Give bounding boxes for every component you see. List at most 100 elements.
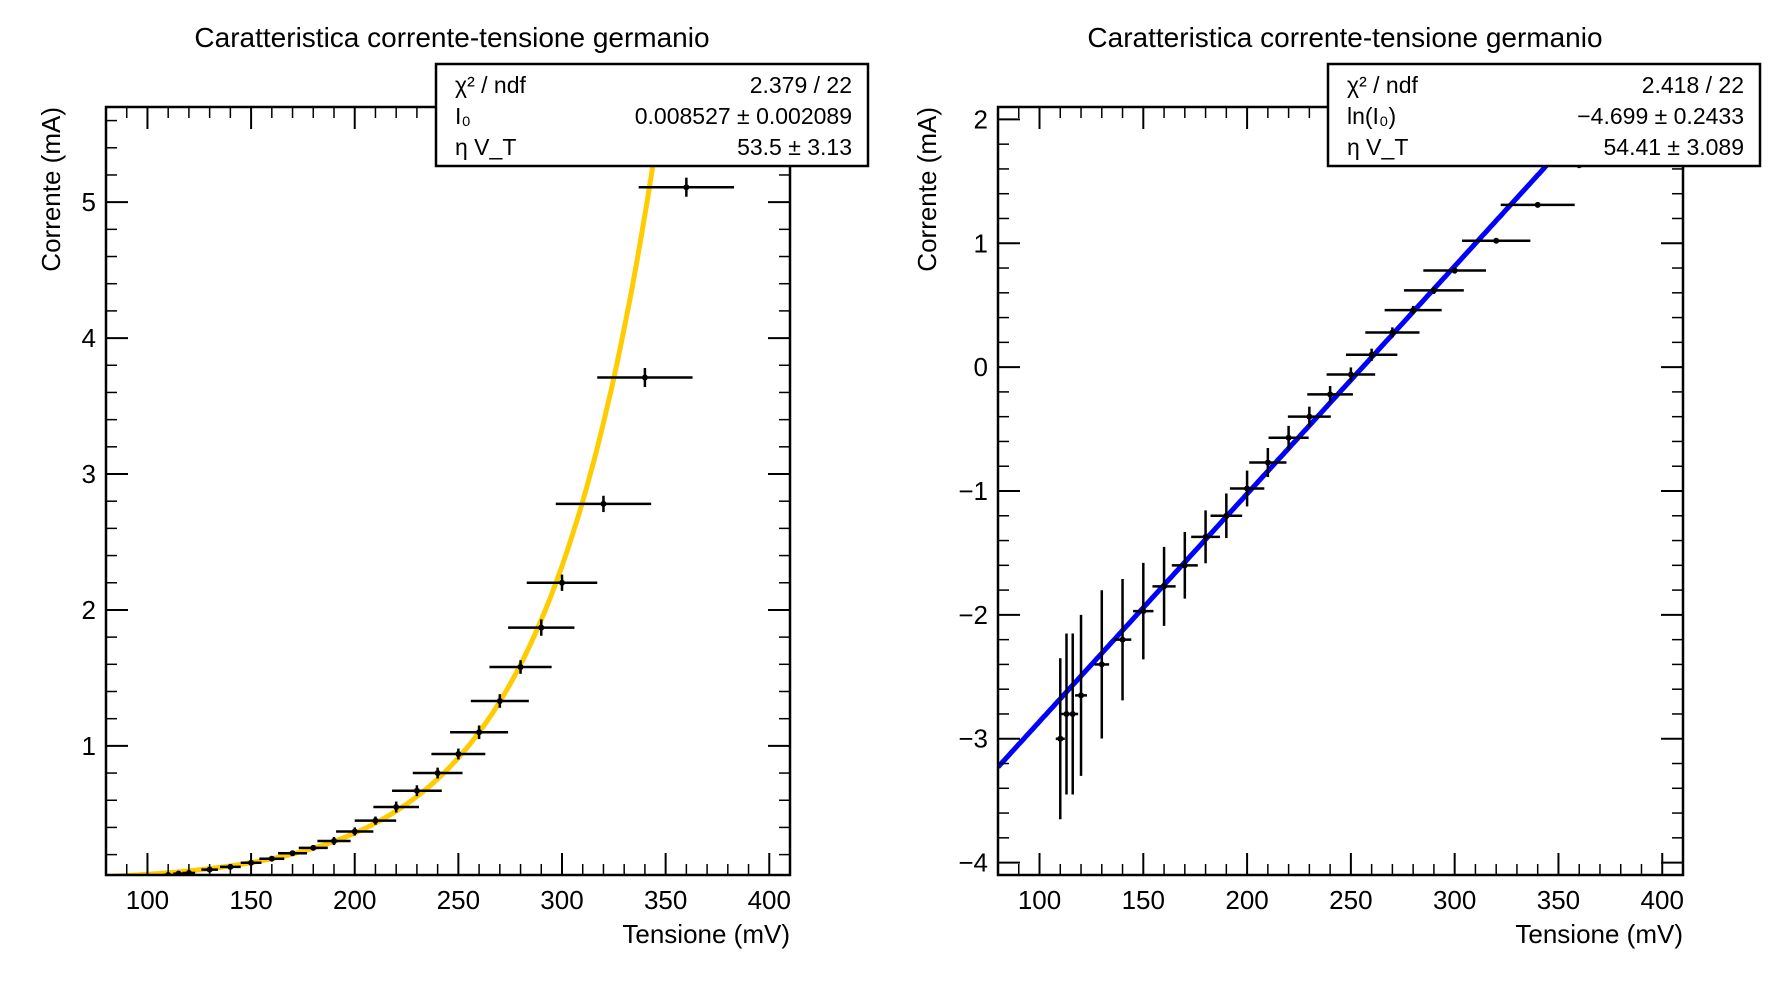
y-tick-label: −3: [958, 724, 988, 754]
data-point: [555, 495, 652, 513]
data-marker: [496, 698, 503, 705]
data-marker: [1389, 329, 1396, 336]
data-marker: [1451, 267, 1458, 274]
data-point: [1113, 578, 1132, 701]
data-point: [1133, 562, 1154, 660]
stats-box: χ² / ndf 2.379 / 22 I₀ 0.008527 ± 0.002089 η…: [434, 62, 870, 168]
x-axis-label: Tensione (mV): [622, 919, 790, 949]
y-tick-label: 2: [82, 595, 96, 625]
data-point: [1462, 237, 1531, 244]
data-point: [373, 801, 419, 813]
stats-label: η V_T: [455, 134, 516, 160]
chart-panel-1: Caratteristica corrente-tensione germani…: [36, 22, 870, 949]
data-point: [1067, 633, 1079, 795]
data-marker: [455, 751, 462, 758]
x-tick-label: 250: [437, 885, 480, 915]
x-tick-label: 300: [1433, 885, 1476, 915]
data-marker: [1119, 636, 1126, 643]
data-marker: [1306, 413, 1313, 420]
data-marker: [1223, 512, 1230, 519]
data-point: [1152, 546, 1176, 626]
data-point: [597, 367, 693, 388]
data-marker: [393, 804, 400, 811]
data-point: [1345, 348, 1398, 361]
data-point: [392, 785, 442, 797]
stats-box-frame: [434, 62, 870, 168]
data-point: [1423, 267, 1487, 274]
data-marker: [600, 500, 607, 507]
stats-label: I₀: [455, 103, 471, 129]
data-marker: [434, 770, 441, 777]
data-marker: [331, 838, 337, 845]
data-marker: [1140, 608, 1147, 615]
data-marker: [372, 817, 379, 824]
data-point: [354, 816, 397, 825]
data-marker: [351, 828, 358, 835]
stats-value: 2.418 / 22: [1642, 72, 1744, 98]
x-tick-label: 300: [540, 885, 583, 915]
x-tick-label: 350: [1537, 885, 1580, 915]
data-point: [1249, 447, 1287, 478]
data-point: [1210, 493, 1243, 539]
data-point: [412, 767, 463, 779]
data-marker: [289, 850, 296, 857]
data-point: [1287, 406, 1331, 427]
data-marker: [413, 787, 420, 794]
data-marker: [1285, 434, 1292, 441]
data-marker: [1161, 583, 1168, 590]
data-point: [259, 855, 285, 862]
data-point: [508, 619, 575, 636]
data-marker: [559, 579, 565, 586]
chart-panel-2: Caratteristica corrente-tensione germani…: [912, 22, 1762, 949]
stats-label: ln(I₀): [1347, 103, 1396, 129]
data-point: [431, 748, 486, 760]
x-tick-label: 200: [1225, 885, 1268, 915]
plot-frame: [104, 105, 792, 877]
x-axis-label: Tensione (mV): [1515, 919, 1683, 949]
data-point: [638, 177, 735, 197]
data-point: [1075, 614, 1087, 776]
stats-value: −4.699 ± 0.2433: [1577, 103, 1744, 129]
stats-label: χ² / ndf: [1347, 72, 1418, 98]
y-axis-label: Corrente (mA): [912, 107, 942, 272]
data-marker: [683, 184, 690, 191]
stats-value: 53.5 ± 3.13: [737, 134, 852, 160]
data-marker: [1264, 459, 1271, 466]
data-point: [1500, 201, 1575, 208]
x-tick-label: 100: [126, 885, 169, 915]
x-tick-label: 100: [1018, 885, 1061, 915]
data-point: [1307, 386, 1353, 403]
stats-label: χ² / ndf: [455, 72, 526, 98]
data-point: [1268, 425, 1309, 450]
data-point: [470, 694, 529, 708]
data-point: [1055, 658, 1065, 820]
y-tick-label: −1: [958, 476, 988, 506]
data-marker: [1202, 533, 1209, 540]
y-tick-label: 1: [974, 228, 988, 258]
chart-title: Caratteristica corrente-tensione germani…: [1087, 22, 1602, 53]
data-point: [1384, 305, 1442, 315]
stats-value: 54.41 ± 3.089: [1603, 134, 1744, 160]
data-marker: [1181, 562, 1188, 569]
data-marker: [1098, 661, 1105, 668]
y-tick-label: 0: [974, 352, 988, 382]
chart-title: Caratteristica corrente-tensione germani…: [194, 22, 709, 53]
x-tick-label: 150: [229, 885, 272, 915]
data-marker: [476, 729, 483, 736]
data-point: [298, 844, 328, 851]
data-point: [317, 836, 351, 846]
data-marker: [1244, 485, 1251, 492]
stats-value: 0.008527 ± 0.002089: [635, 103, 852, 129]
data-marker: [1368, 351, 1375, 358]
x-tick-label: 250: [1329, 885, 1372, 915]
x-tick-label: 400: [748, 885, 791, 915]
data-point: [450, 725, 509, 740]
data-marker: [1430, 287, 1437, 294]
data-point: [1229, 470, 1265, 507]
data-marker: [538, 624, 545, 631]
stats-label: η V_T: [1347, 134, 1408, 160]
data-marker: [1327, 391, 1334, 398]
y-tick-label: −4: [958, 848, 988, 878]
